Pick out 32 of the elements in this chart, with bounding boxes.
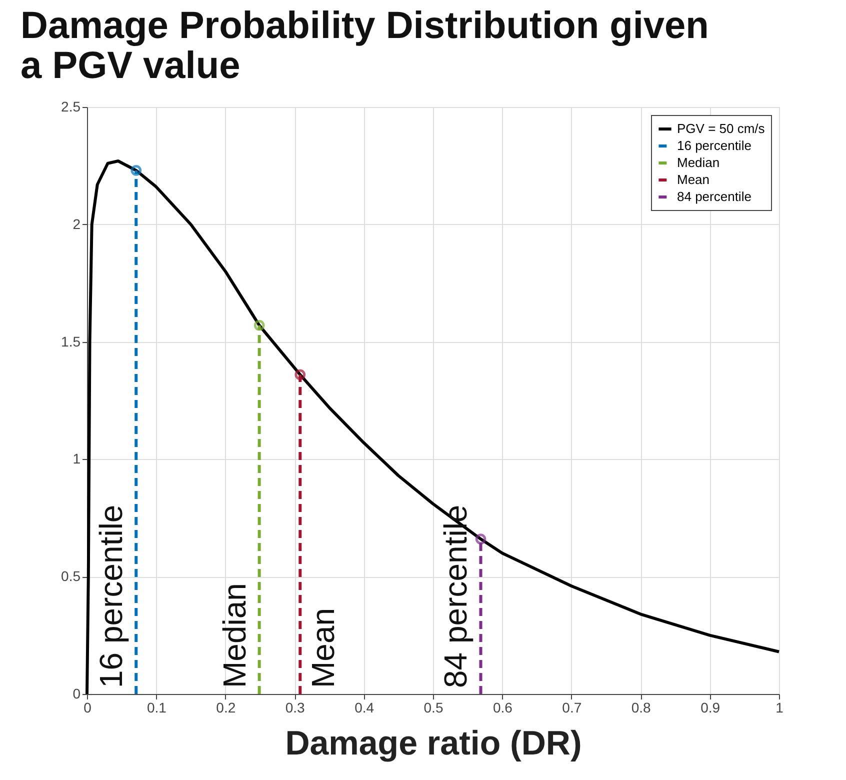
x-tick-label: 0.1 bbox=[146, 700, 167, 716]
x-tick-label: 0.7 bbox=[562, 700, 582, 716]
legend-label: 16 percentile bbox=[677, 138, 752, 153]
y-tick-label: 2 bbox=[72, 216, 81, 232]
point bbox=[254, 320, 265, 331]
x-tick-label: 0.8 bbox=[631, 700, 652, 716]
x-tick-label: 0.5 bbox=[424, 700, 444, 716]
annotation: Mean bbox=[305, 608, 342, 688]
legend-label: Mean bbox=[677, 172, 710, 187]
x-tick-label: 0.6 bbox=[492, 700, 513, 716]
point bbox=[130, 164, 142, 176]
x-tick-label: 0.4 bbox=[354, 700, 374, 716]
x-tick-label: 0 bbox=[84, 700, 92, 716]
annotation: 84 percentile bbox=[438, 504, 474, 688]
x-axis-title: Damage ratio (DR) bbox=[285, 724, 582, 762]
annotation: Median bbox=[216, 583, 252, 688]
legend-label: 84 percentile bbox=[677, 189, 752, 204]
legend-label: PGV = 50 cm/s bbox=[677, 121, 766, 136]
y-tick-label: 1 bbox=[72, 450, 81, 467]
x-tick-label: 1 bbox=[776, 700, 784, 716]
point bbox=[475, 534, 486, 544]
y-tick-label: 2.5 bbox=[61, 98, 81, 114]
y-tick-label: 0 bbox=[72, 686, 81, 702]
x-tick-label: 0.2 bbox=[216, 700, 236, 716]
y-tick-label: 1.5 bbox=[61, 333, 81, 350]
legend-label: Median bbox=[677, 155, 720, 170]
point bbox=[294, 369, 306, 380]
x-tick-label: 0.9 bbox=[700, 700, 720, 716]
chart-title: Damage Probability Distribution given a PGV value bbox=[20, 5, 709, 87]
annotation: 16 percentile bbox=[93, 504, 130, 688]
x-tick-label: 0.3 bbox=[285, 700, 306, 716]
y-tick-label: 0.5 bbox=[61, 568, 81, 584]
